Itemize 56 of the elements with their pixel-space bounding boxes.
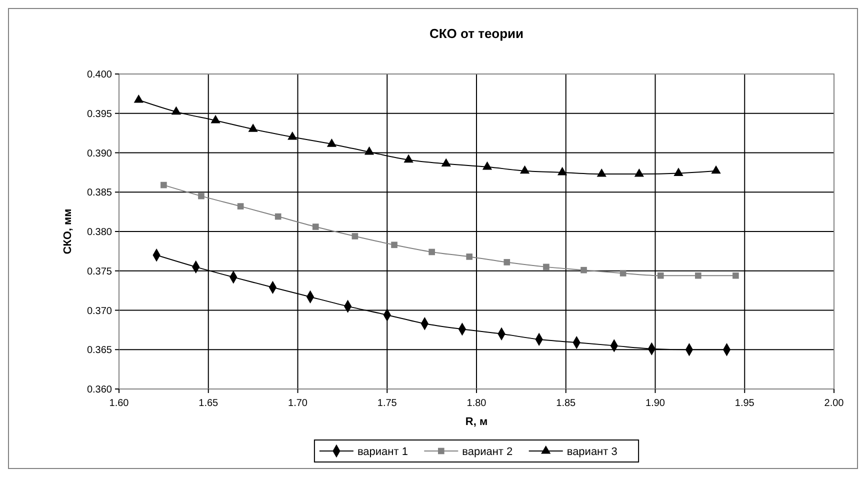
x-tick-label: 1.85 xyxy=(556,398,576,409)
y-tick-label: 0.390 xyxy=(86,148,112,160)
point xyxy=(504,259,510,266)
x-tick-label: 2.00 xyxy=(824,398,844,409)
point xyxy=(364,146,374,155)
point xyxy=(674,168,684,176)
point xyxy=(657,272,664,279)
x-tick-label: 1.60 xyxy=(109,398,130,409)
point xyxy=(620,270,626,276)
x-tick-label: 1.70 xyxy=(288,398,308,409)
point xyxy=(326,138,337,147)
y-tick-label: 0.360 xyxy=(86,384,112,396)
point xyxy=(543,264,550,270)
point xyxy=(312,224,319,230)
x-tick-label: 1.65 xyxy=(198,398,219,409)
x-tick-label: 1.80 xyxy=(466,398,487,409)
point xyxy=(288,131,298,140)
point xyxy=(160,182,167,188)
chart-title: СКО от теории xyxy=(429,26,524,41)
y-tick-label: 0.395 xyxy=(86,108,112,120)
point xyxy=(596,168,606,177)
point xyxy=(694,272,702,279)
y-tick-label: 0.400 xyxy=(86,70,112,80)
point xyxy=(711,165,721,174)
point xyxy=(274,213,282,220)
point xyxy=(482,161,492,170)
y-tick-label: 0.365 xyxy=(86,345,112,356)
y-tick-label: 0.380 xyxy=(86,227,112,238)
point xyxy=(210,114,220,124)
point xyxy=(404,154,414,163)
x-tick-label: 1.95 xyxy=(734,398,755,409)
point xyxy=(134,94,144,103)
point xyxy=(237,203,244,210)
point xyxy=(520,165,530,174)
point xyxy=(428,248,435,256)
legend-label: вариант 1 xyxy=(357,446,408,458)
legend-label: вариант 3 xyxy=(566,446,618,458)
point xyxy=(441,158,451,167)
y-tick-label: 0.370 xyxy=(86,306,112,317)
legend-label: вариант 2 xyxy=(462,446,513,458)
point xyxy=(732,272,739,279)
point xyxy=(580,266,587,274)
point xyxy=(171,106,182,115)
y-tick-label: 0.385 xyxy=(86,188,112,199)
y-axis-title: СКО, мм xyxy=(62,208,74,254)
x-axis-title: R, м xyxy=(465,416,488,428)
point xyxy=(248,124,258,132)
point xyxy=(634,168,644,177)
x-tick-label: 1.90 xyxy=(646,398,666,409)
point xyxy=(557,166,568,176)
y-tick-label: 0.375 xyxy=(86,266,112,278)
point xyxy=(198,192,204,200)
point xyxy=(352,233,358,240)
x-tick-label: 1.75 xyxy=(377,398,398,409)
point xyxy=(466,254,473,260)
point xyxy=(391,242,398,248)
